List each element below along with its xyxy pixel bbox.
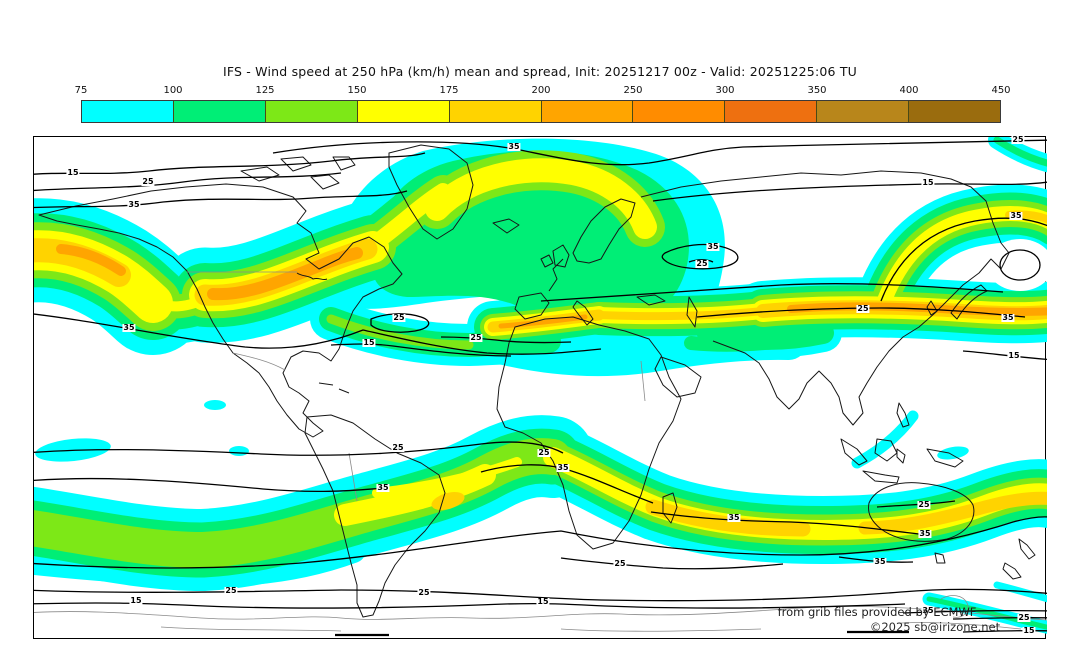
- contour-label: 25: [141, 177, 155, 186]
- colorbar-tick: 175: [439, 85, 459, 96]
- colorbar: 75 100 125 150 175 200 250 300 350 400 450: [75, 85, 1011, 125]
- attribution-source: from grib files provided by ECMWF: [777, 605, 977, 619]
- colorbar-tick: 300: [715, 85, 735, 96]
- contour-label: 25: [613, 559, 627, 568]
- contour-label: 15: [921, 178, 935, 187]
- contour-label: 35: [706, 242, 720, 251]
- colorbar-segment: [725, 101, 818, 122]
- colorbar-tick: 125: [255, 85, 275, 96]
- colorbar-scale: [81, 100, 1001, 123]
- colorbar-segment: [265, 101, 358, 122]
- contour-label: 25: [224, 586, 238, 595]
- colorbar-segment: [449, 101, 542, 122]
- colorbar-tick: 100: [163, 85, 183, 96]
- contour-label: 25: [1017, 613, 1031, 622]
- contour-label: 35: [1009, 211, 1023, 220]
- contour-label: 15: [536, 597, 550, 606]
- colorbar-segment: [82, 101, 174, 122]
- contour-label: 35: [507, 142, 521, 151]
- colorbar-tick: 200: [531, 85, 551, 96]
- contour-label: 35: [918, 529, 932, 538]
- contour-label: 15: [362, 338, 376, 347]
- colorbar-segment: [909, 101, 1001, 122]
- contour-label: 25: [1011, 135, 1025, 144]
- contour-label: 25: [856, 304, 870, 313]
- page-title: IFS - Wind speed at 250 hPa (km/h) mean …: [222, 64, 858, 79]
- low-spread-eye: [987, 239, 1047, 291]
- wind-speed-fill-bands: [34, 137, 1047, 634]
- colorbar-tick: 150: [347, 85, 367, 96]
- colorbar-segment: [817, 101, 910, 122]
- contour-label: 25: [417, 588, 431, 597]
- colorbar-segment: [541, 101, 634, 122]
- contour-label: 25: [917, 500, 931, 509]
- colorbar-segment: [173, 101, 266, 122]
- attribution-copyright: ©2025 sb@irizone.net: [869, 620, 1001, 634]
- contour-label: 25: [391, 443, 405, 452]
- contour-label: 25: [695, 259, 709, 268]
- contour-label: 35: [727, 513, 741, 522]
- contour-label: 15: [66, 168, 80, 177]
- spread-contours: [34, 139, 1047, 637]
- contour-label: 35: [127, 200, 141, 209]
- colorbar-segment: [357, 101, 450, 122]
- contour-label: 35: [376, 483, 390, 492]
- contour-label: 25: [392, 313, 406, 322]
- contour-label: 15: [129, 596, 143, 605]
- map-canvas: [34, 137, 1047, 637]
- contour-label: 35: [921, 606, 935, 615]
- contour-label: 35: [1001, 313, 1015, 322]
- contour-label: 25: [537, 448, 551, 457]
- contour-label: 15: [1022, 626, 1036, 635]
- colorbar-tick: 250: [623, 85, 643, 96]
- colorbar-tick-labels: 75 100 125 150 175 200 250 300 350 400 450: [75, 85, 1011, 98]
- colorbar-tick: 400: [899, 85, 919, 96]
- contour-label: 35: [122, 323, 136, 332]
- antarctica-and-border-lines: [34, 271, 1047, 632]
- world-wind-map: 15 25 35 35 25 15 35 35 25 25 15 25 35 25 35 15 25 35 25 35…: [33, 135, 1047, 639]
- colorbar-segment: [633, 101, 726, 122]
- contour-label: 15: [1007, 351, 1021, 360]
- contour-label: 35: [556, 463, 570, 472]
- colorbar-tick: 75: [74, 85, 88, 96]
- colorbar-tick: 350: [807, 85, 827, 96]
- colorbar-tick: 450: [991, 85, 1011, 96]
- contour-label: 25: [469, 333, 483, 342]
- contour-label: 35: [873, 557, 887, 566]
